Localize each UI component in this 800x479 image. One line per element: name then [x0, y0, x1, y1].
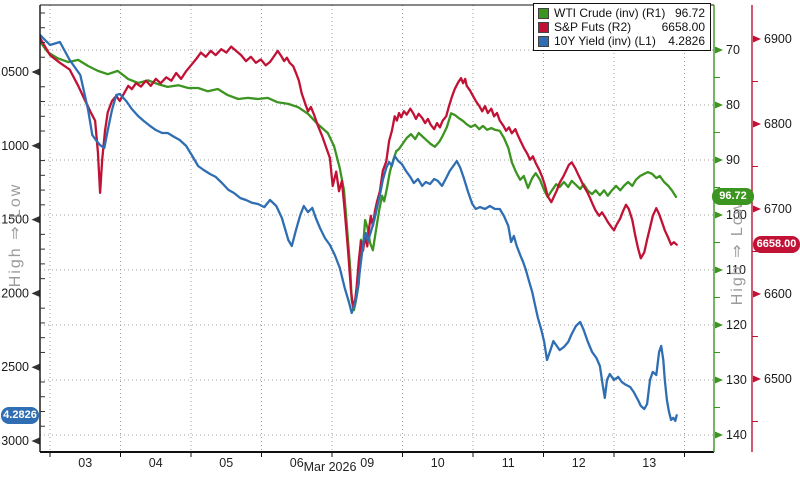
last-value-badge-wti-crude: 96.72: [712, 188, 754, 205]
series-lines: [40, 33, 678, 423]
right-inner-axis-tick-label: 90: [726, 153, 740, 167]
left-axis-tick-label: 4.2500: [0, 360, 29, 374]
series-line-wti-crude-inv-: [40, 40, 678, 312]
right-inner-axis-tick-label: 130: [726, 373, 747, 387]
legend-label: S&P Futs (R2): [554, 20, 632, 34]
axis-labels: 4.0500 4.1000 4.1500 4.2000 4.2500 4.3000 70 80…: [0, 12, 792, 470]
x-axis-day-label: 05: [219, 456, 233, 470]
legend-swatch-icon: [538, 7, 549, 19]
x-axis-day-label: 13: [642, 456, 656, 470]
right-inner-axis-tick-label: 80: [726, 98, 740, 112]
right-inner-axis-tick-label: 140: [726, 428, 747, 442]
right-outer-axis-tick-label: 6600: [764, 287, 792, 301]
right-inner-axis-tick-label: 110: [726, 263, 746, 277]
x-axis-day-label: 09: [360, 456, 374, 470]
legend-item-2[interactable]: 10Y Yield (inv) (L1) 4.2826: [538, 34, 705, 48]
left-axis-tick-label: 4.0500: [0, 65, 29, 79]
legend-label: 10Y Yield (inv) (L1): [554, 34, 656, 48]
left-axis-tick-label: 4.1000: [0, 139, 29, 153]
last-value-badge-10y-yield: 4.2826: [1, 407, 39, 424]
left-axis-tick-label: 4.2000: [0, 286, 29, 300]
x-axis-day-label: 12: [572, 456, 586, 470]
legend-item-0[interactable]: WTI Crude (inv) (R1) 96.72: [538, 6, 705, 20]
x-axis-day-label: 04: [149, 456, 163, 470]
right-inner-axis-tick-label: 100: [726, 208, 747, 222]
plot-frame: [39, 4, 753, 453]
x-axis-day-label: 10: [431, 456, 445, 470]
legend-label: WTI Crude (inv) (R1): [554, 6, 666, 20]
right-outer-axis-tick-label: 6900: [764, 32, 792, 46]
x-axis-day-label: 06: [290, 456, 304, 470]
left-axis-tick-label: 4.3000: [0, 434, 29, 448]
series-line-s-p-futs: [40, 36, 678, 309]
legend-item-1[interactable]: S&P Futs (R2) 6658.00: [538, 20, 705, 34]
right-outer-axis-tick-label: 6800: [764, 117, 792, 131]
right-outer-axis-tick-label: 6500: [764, 372, 792, 386]
last-value-badge-sp-futs: 6658.00: [753, 236, 800, 253]
right-outer-axis-tick-label: 6700: [764, 202, 792, 216]
legend-value: 96.72: [674, 6, 705, 20]
legend-value: 4.2826: [668, 34, 705, 48]
chart-legend: WTI Crude (inv) (R1) 96.72 S&P Futs (R2) 66…: [533, 3, 711, 51]
left-axis-direction-label: High ⇒ Low: [7, 182, 24, 288]
right-inner-axis-tick-label: 120: [726, 318, 747, 332]
left-axis-tick-label: 4.1500: [0, 213, 29, 227]
series-line-10y-yield-inv-: [40, 33, 678, 423]
x-axis-day-label: 03: [78, 456, 92, 470]
gridlines: [40, 5, 714, 452]
legend-swatch-icon: [538, 21, 549, 33]
legend-value: 6658.00: [661, 20, 705, 34]
legend-swatch-icon: [538, 35, 549, 47]
x-axis-day-label: 11: [502, 456, 515, 470]
right-inner-axis-tick-label: 70: [726, 43, 740, 57]
x-axis-month-label: Mar 2026: [303, 460, 357, 474]
